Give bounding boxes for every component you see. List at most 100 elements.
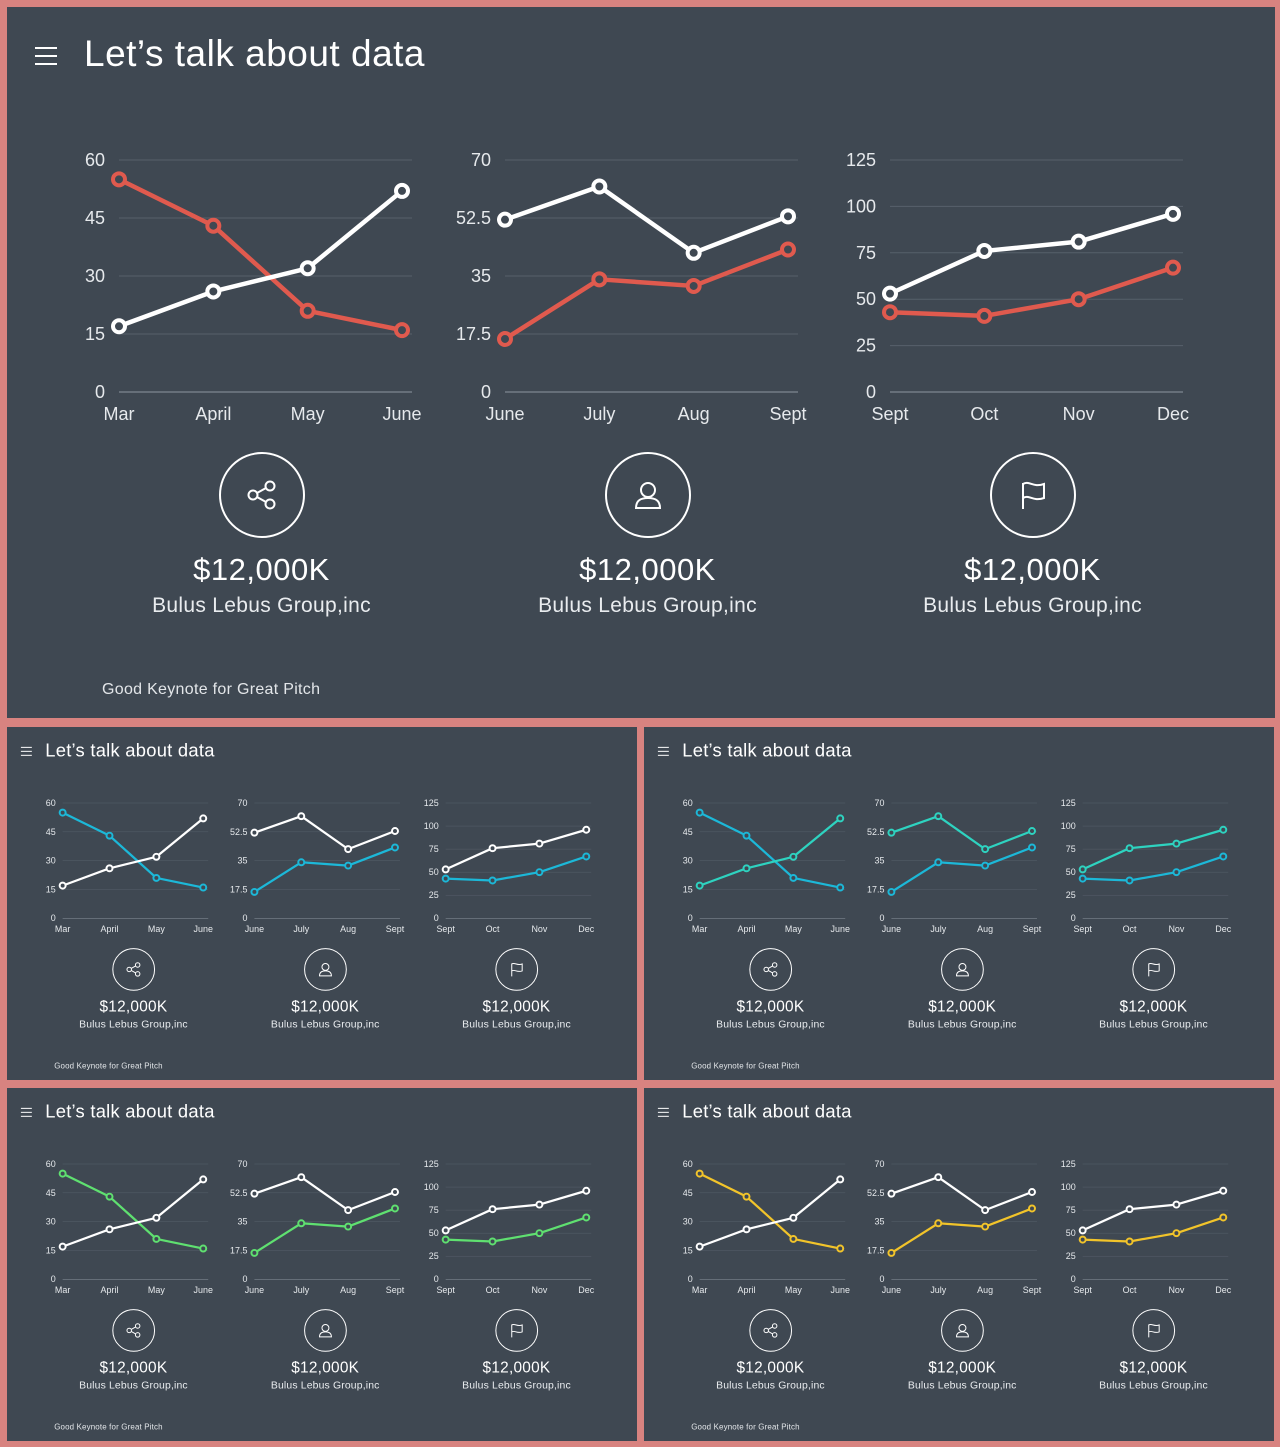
x-tick-label: Mar	[692, 1285, 707, 1295]
data-point	[199, 1244, 208, 1253]
x-tick-label: April	[738, 1285, 756, 1295]
user-icon-button[interactable]	[303, 1309, 347, 1352]
slide-title: Let’s talk about data	[682, 1100, 852, 1122]
data-point	[742, 1225, 751, 1234]
data-point	[58, 1242, 67, 1251]
y-tick-label: 30	[683, 856, 693, 866]
slide-title: Let’s talk about data	[45, 1100, 215, 1122]
y-tick-label: 15	[683, 1245, 693, 1255]
x-tick-label: Oct	[486, 924, 500, 934]
data-point	[391, 1204, 399, 1213]
share-icon-button[interactable]	[749, 1309, 792, 1352]
menu-icon[interactable]	[33, 43, 59, 69]
y-tick-label: 100	[1061, 821, 1076, 831]
user-icon	[955, 1323, 969, 1338]
x-tick-label: Sept	[1073, 1285, 1092, 1295]
data-point	[488, 1205, 497, 1214]
flag-icon-button[interactable]	[495, 1309, 538, 1352]
share-icon	[763, 1323, 778, 1338]
stat-company: Bulus Lebus Group,inc	[462, 1018, 571, 1031]
data-point	[344, 861, 353, 870]
y-tick-label: 125	[1061, 798, 1076, 808]
share-icon-button[interactable]	[112, 948, 155, 991]
stat-company: Bulus Lebus Group,inc	[270, 1379, 380, 1392]
y-tick-label: 0	[1071, 913, 1076, 923]
share-icon-button[interactable]	[112, 1309, 155, 1352]
stat-company: Bulus Lebus Group,inc	[907, 1018, 1017, 1031]
flag-icon-button[interactable]	[1132, 948, 1175, 991]
line-chart-1: 0 15 30 45 60 Mar April May June	[683, 1159, 850, 1295]
y-tick-label: 25	[1066, 890, 1076, 900]
y-tick-label: 17.5	[230, 1245, 247, 1255]
data-point	[887, 1189, 896, 1198]
stat-company: Bulus Lebus Group,inc	[270, 1018, 380, 1031]
user-icon-button[interactable]	[604, 452, 691, 538]
y-tick-label: 15	[683, 884, 693, 894]
stat-card-flag: $12,000K Bulus Lebus Group,inc	[1058, 1309, 1249, 1391]
stat-card-flag: $12,000K Bulus Lebus Group,inc	[421, 948, 612, 1030]
y-tick-label: 50	[856, 289, 876, 309]
data-point	[488, 876, 497, 885]
data-point	[199, 1175, 208, 1184]
y-tick-label: 35	[237, 856, 247, 866]
slide-footer: Good Keynote for Great Pitch	[691, 1422, 800, 1432]
user-icon-button[interactable]	[940, 1309, 984, 1352]
share-icon-button[interactable]	[749, 948, 792, 991]
data-point	[105, 831, 114, 840]
y-tick-label: 0	[51, 913, 56, 923]
y-tick-label: 15	[85, 324, 105, 344]
stat-value: $12,000K	[736, 1358, 805, 1377]
series-line	[1082, 1189, 1224, 1232]
line-chart-1: 0 15 30 45 60 Mar April May June	[683, 798, 850, 934]
data-point	[1219, 852, 1228, 861]
stat-value: $12,000K	[193, 552, 330, 587]
flag-icon-button[interactable]	[989, 452, 1076, 538]
share-icon-button[interactable]	[218, 452, 305, 538]
y-tick-label: 15	[46, 1245, 56, 1255]
data-point	[981, 861, 990, 870]
y-tick-label: 0	[434, 1274, 439, 1284]
menu-icon[interactable]	[20, 745, 33, 758]
stat-card-user: $12,000K Bulus Lebus Group,inc	[230, 1309, 421, 1391]
slide-footer: Good Keynote for Great Pitch	[54, 1061, 163, 1071]
y-tick-label: 0	[688, 1274, 693, 1284]
x-tick-label: June	[382, 404, 421, 424]
series-line	[118, 189, 404, 329]
data-point	[1219, 1213, 1228, 1222]
y-tick-label: 45	[46, 827, 56, 837]
data-point	[441, 865, 450, 874]
data-point	[111, 171, 127, 188]
y-tick-label: 50	[429, 1228, 439, 1238]
x-tick-label: Sept	[871, 404, 908, 424]
y-tick-label: 45	[683, 827, 693, 837]
slide-5: Let’s talk about data 0 15 30 45 60 Mar April M…	[644, 1088, 1274, 1441]
y-tick-label: 35	[471, 266, 491, 286]
stat-company: Bulus Lebus Group,inc	[79, 1379, 188, 1392]
y-tick-label: 75	[1066, 1205, 1076, 1215]
line-chart-3: 0 25 50 75 100 125 Sept Oct Nov Dec	[846, 150, 1189, 424]
x-tick-label: June	[831, 924, 850, 934]
data-point	[1078, 874, 1087, 883]
menu-icon[interactable]	[657, 1106, 670, 1119]
menu-icon[interactable]	[20, 1106, 33, 1119]
x-tick-label: Nov	[531, 1285, 547, 1295]
stat-company: Bulus Lebus Group,inc	[1099, 1018, 1208, 1031]
y-tick-label: 0	[481, 382, 491, 402]
flag-icon-button[interactable]	[495, 948, 538, 991]
stat-company: Bulus Lebus Group,inc	[716, 1379, 825, 1392]
series-line	[699, 1178, 841, 1248]
data-point	[299, 260, 316, 277]
y-tick-label: 0	[1071, 1274, 1076, 1284]
x-tick-label: Aug	[678, 404, 710, 424]
flag-icon-button[interactable]	[1132, 1309, 1175, 1352]
y-tick-label: 0	[51, 1274, 56, 1284]
x-tick-label: May	[148, 924, 165, 934]
data-point	[535, 868, 544, 877]
user-icon	[955, 962, 969, 977]
data-point	[789, 873, 798, 882]
user-icon-button[interactable]	[303, 948, 347, 991]
stat-value: $12,000K	[579, 552, 716, 587]
x-tick-label: Sept	[1023, 1285, 1042, 1295]
user-icon-button[interactable]	[940, 948, 984, 991]
menu-icon[interactable]	[657, 745, 670, 758]
